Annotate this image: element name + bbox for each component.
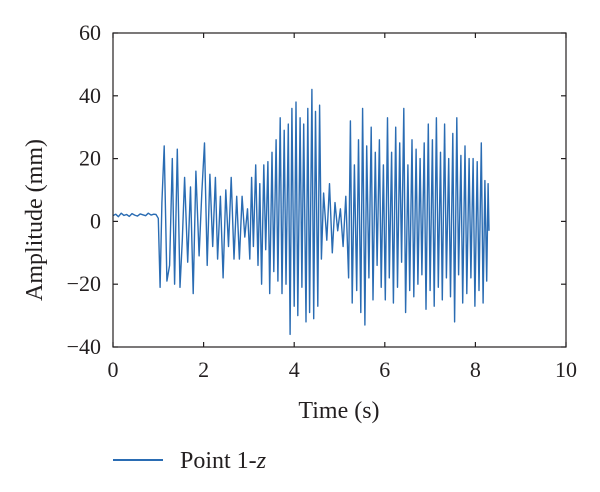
- legend: Point 1-z: [113, 448, 267, 474]
- legend-label: Point 1-z: [180, 448, 267, 474]
- y-tick-label: 60: [79, 20, 101, 45]
- y-tick-label: 40: [79, 83, 101, 108]
- y-tick-label: −40: [67, 334, 101, 359]
- y-tick-label: −20: [67, 271, 101, 296]
- legend-label-italic: z: [256, 448, 267, 474]
- plot-area: [112, 88, 490, 336]
- y-tick-label: 20: [79, 146, 101, 171]
- y-tick-label: 0: [90, 208, 101, 233]
- series-line-point-1-z: [112, 88, 490, 336]
- axis-tick-labels: 0 2 4 6 8 10 −40 −20 0 20 40 60: [67, 20, 577, 382]
- x-tick-label: 6: [379, 357, 390, 382]
- x-tick-label: 0: [108, 357, 119, 382]
- x-axis-label: Time (s): [298, 398, 379, 424]
- axis-ticks: [112, 32, 567, 348]
- legend-label-text: Point 1-: [180, 448, 257, 474]
- x-tick-label: 2: [198, 357, 209, 382]
- x-tick-label: 10: [555, 357, 577, 382]
- x-tick-label: 4: [289, 357, 300, 382]
- y-axis-label: Amplitude (mm): [22, 139, 48, 301]
- x-tick-label: 8: [470, 357, 481, 382]
- plot-frame: [112, 32, 567, 348]
